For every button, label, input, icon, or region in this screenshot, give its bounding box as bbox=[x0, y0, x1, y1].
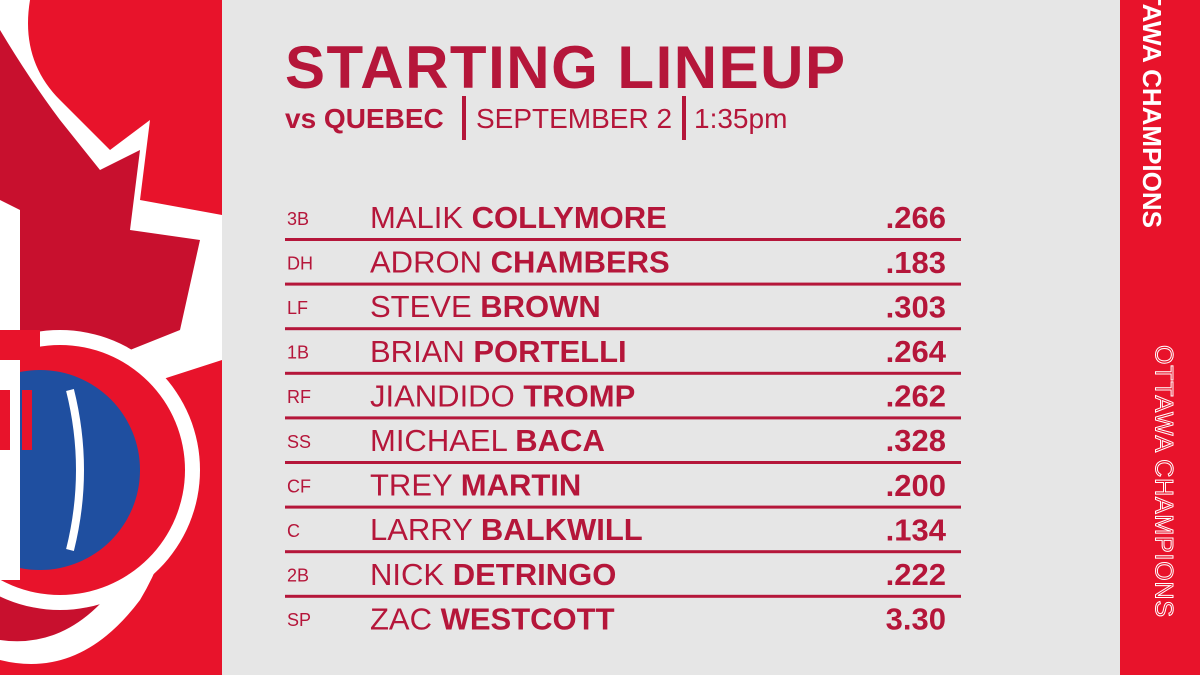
last-name: COLLYMORE bbox=[472, 200, 667, 235]
position: SS bbox=[287, 432, 311, 452]
row-divider bbox=[285, 371, 961, 375]
date: SEPTEMBER 2 bbox=[476, 103, 672, 134]
lineup-row: SS MICHAEL BACA .328 bbox=[285, 423, 961, 464]
first-name: STEVE bbox=[370, 289, 472, 324]
lineup-row: C LARRY BALKWILL .134 bbox=[285, 512, 961, 554]
last-name: BACA bbox=[515, 423, 605, 458]
stat: .328 bbox=[886, 423, 946, 458]
first-name: BRIAN bbox=[370, 334, 465, 369]
time: 1:35pm bbox=[694, 103, 787, 134]
lineup-row: LF STEVE BROWN .303 bbox=[285, 289, 961, 331]
lineup-row: DH ADRON CHAMBERS .183 bbox=[285, 245, 961, 286]
position: LF bbox=[287, 298, 308, 318]
stat: .134 bbox=[886, 512, 947, 547]
first-name: MICHAEL bbox=[370, 423, 508, 458]
stat: .200 bbox=[886, 468, 946, 503]
player-name: JIANDIDO TROMP bbox=[370, 379, 635, 414]
lineup-row: CF TREY MARTIN .200 bbox=[285, 468, 961, 509]
first-name: NICK bbox=[370, 557, 444, 592]
row-divider bbox=[285, 505, 961, 509]
stat: .262 bbox=[886, 379, 946, 414]
divider bbox=[462, 96, 466, 140]
position: SP bbox=[287, 610, 311, 630]
player-name: ADRON CHAMBERS bbox=[370, 245, 670, 280]
opponent: vs QUEBEC bbox=[285, 103, 444, 134]
lineup-row: SP ZAC WESTCOTT 3.30 bbox=[287, 602, 946, 637]
lineup-row: 3B MALIK COLLYMORE .266 bbox=[285, 200, 961, 241]
player-name: ZAC WESTCOTT bbox=[370, 602, 615, 637]
player-name: MICHAEL BACA bbox=[370, 423, 605, 458]
divider bbox=[682, 96, 686, 140]
first-name: JIANDIDO bbox=[370, 379, 515, 414]
title: STARTING LINEUP bbox=[285, 34, 845, 101]
logo-panel bbox=[0, 0, 222, 675]
position: 3B bbox=[287, 209, 309, 229]
last-name: PORTELLI bbox=[473, 334, 626, 369]
position: RF bbox=[287, 387, 311, 407]
stat: 3.30 bbox=[886, 602, 946, 637]
position: CF bbox=[287, 476, 311, 496]
subtitle: vs QUEBEC SEPTEMBER 2 1:35pm bbox=[285, 96, 787, 140]
lineup-row: 1B BRIAN PORTELLI .264 bbox=[285, 334, 961, 375]
last-name: WESTCOTT bbox=[441, 602, 615, 637]
side-brand: OTTAWA CHAMPIONS bbox=[1137, 0, 1167, 228]
last-name: MARTIN bbox=[461, 468, 582, 503]
player-name: NICK DETRINGO bbox=[370, 557, 616, 592]
row-divider bbox=[285, 461, 961, 464]
player-name: TREY MARTIN bbox=[370, 468, 581, 503]
player-name: BRIAN PORTELLI bbox=[370, 334, 627, 369]
stat: .183 bbox=[886, 245, 946, 280]
player-name: MALIK COLLYMORE bbox=[370, 200, 667, 235]
position: DH bbox=[287, 253, 313, 273]
last-name: BROWN bbox=[480, 289, 601, 324]
first-name: ADRON bbox=[370, 245, 482, 280]
lineup-row: 2B NICK DETRINGO .222 bbox=[285, 557, 961, 598]
stat: .266 bbox=[886, 200, 946, 235]
first-name: TREY bbox=[370, 468, 452, 503]
last-name: BALKWILL bbox=[481, 512, 643, 547]
stat: .303 bbox=[886, 289, 946, 324]
first-name: ZAC bbox=[370, 602, 432, 637]
stat: .264 bbox=[886, 334, 947, 369]
row-divider bbox=[285, 238, 961, 241]
position: 2B bbox=[287, 566, 309, 586]
row-divider bbox=[285, 416, 961, 420]
side-brand-outline: OTTAWA CHAMPIONS bbox=[1149, 345, 1177, 617]
first-name: LARRY bbox=[370, 512, 472, 547]
row-divider bbox=[285, 550, 961, 554]
row-divider bbox=[285, 282, 961, 286]
position: 1B bbox=[287, 343, 309, 363]
side-strip bbox=[1120, 0, 1200, 675]
last-name: DETRINGO bbox=[453, 557, 617, 592]
position: C bbox=[287, 521, 300, 541]
lineup-table: 3B MALIK COLLYMORE .266 DH ADRON CHAMBERS .18… bbox=[285, 200, 961, 637]
last-name: CHAMBERS bbox=[491, 245, 670, 280]
row-divider bbox=[285, 327, 961, 331]
row-divider bbox=[285, 594, 961, 598]
player-name: LARRY BALKWILL bbox=[370, 512, 643, 547]
stat: .222 bbox=[886, 557, 946, 592]
lineup-row: RF JIANDIDO TROMP .262 bbox=[285, 379, 961, 420]
first-name: MALIK bbox=[370, 200, 463, 235]
last-name: TROMP bbox=[523, 379, 635, 414]
player-name: STEVE BROWN bbox=[370, 289, 601, 324]
